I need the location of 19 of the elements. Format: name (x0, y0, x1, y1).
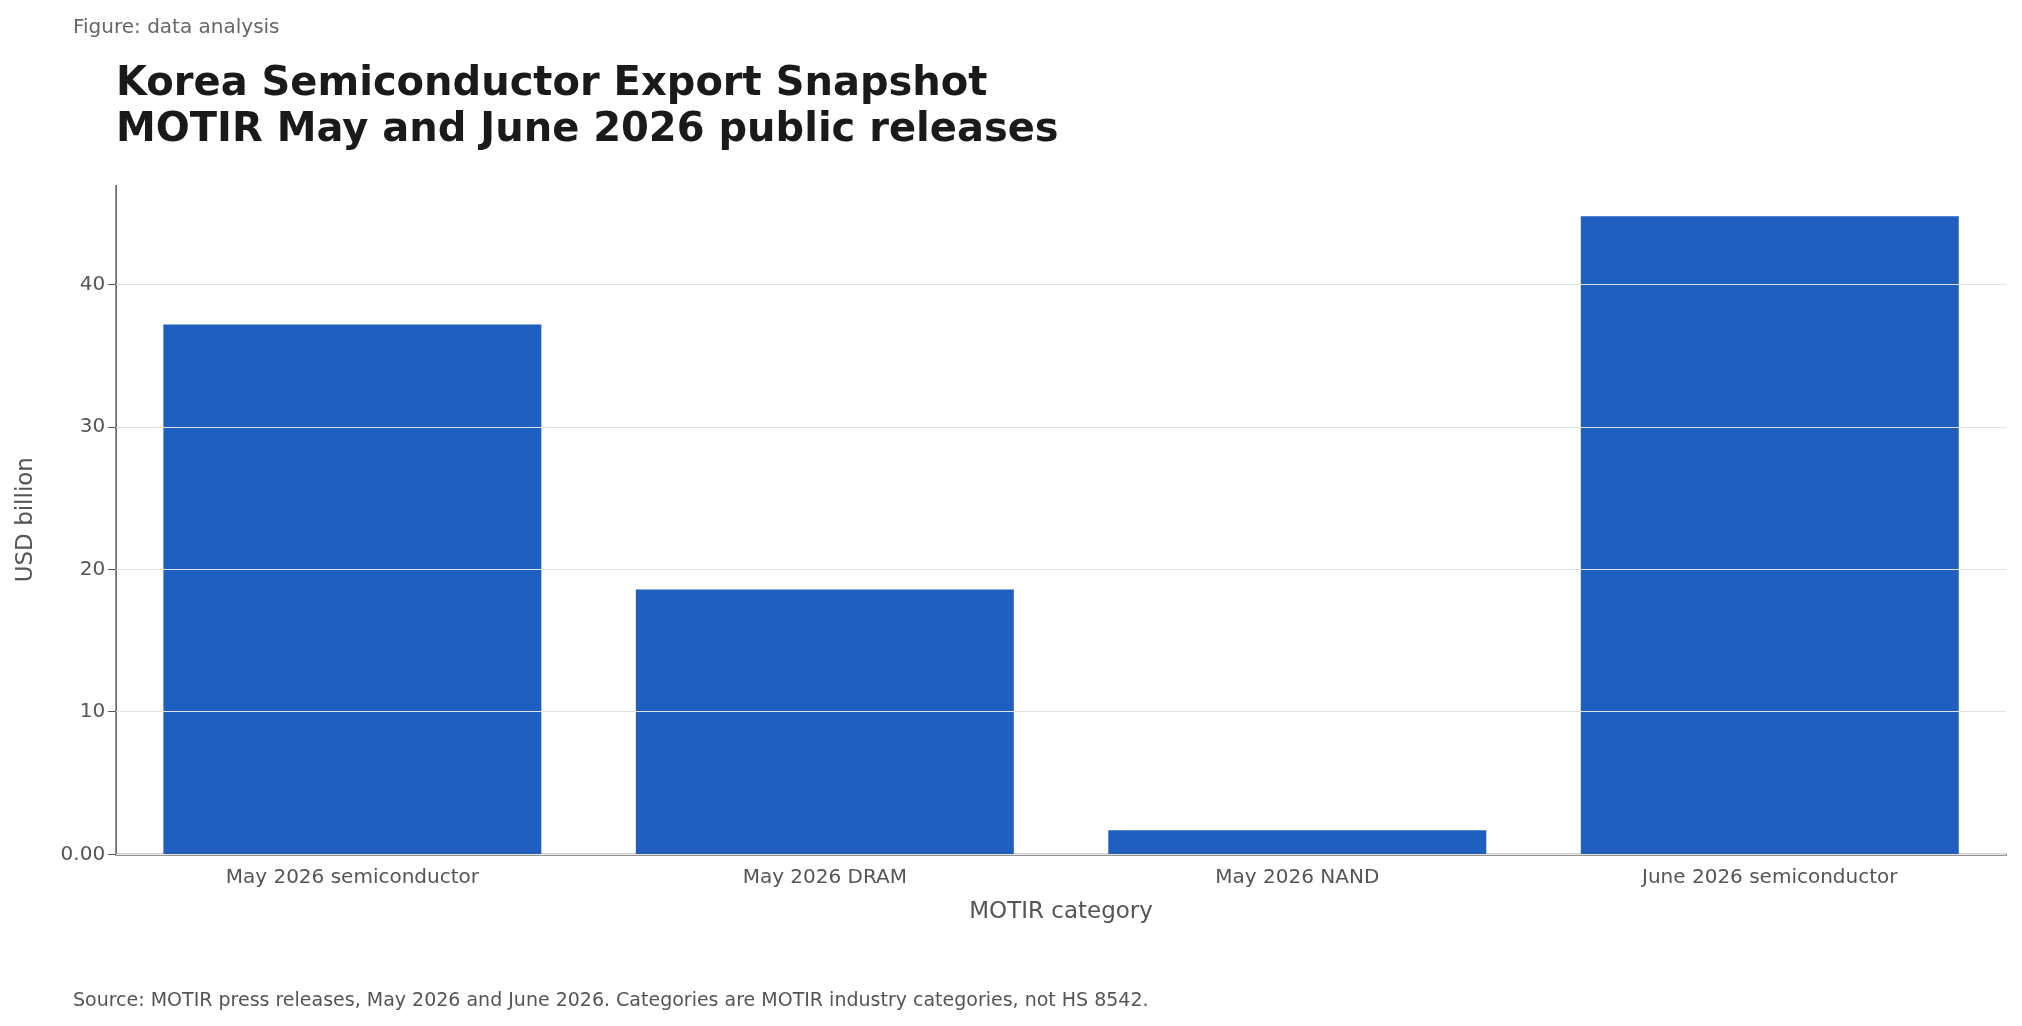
x-tick-label: May 2026 semiconductor (225, 863, 480, 888)
y-tick-label: 10 (79, 698, 106, 723)
x-tick-label: May 2026 NAND (1215, 863, 1380, 888)
chart-subtitle: MOTIR May and June 2026 public releases (116, 104, 1059, 150)
y-tick-label: 40 (79, 270, 106, 295)
bar (163, 324, 542, 854)
text: Figure: data analysis (73, 14, 280, 38)
y-axis-title: USD billion (10, 457, 37, 583)
bar (1580, 216, 1959, 854)
x-tick-label: June 2026 semiconductor (1640, 863, 1899, 888)
chart-title: Korea Semiconductor Export Snapshot (116, 58, 988, 104)
bar (635, 589, 1014, 854)
y-tick-label: 20 (79, 555, 106, 580)
x-axis-title: MOTIR category (969, 897, 1153, 924)
y-tick-label: 0.00 (60, 840, 106, 865)
source-note: Source: MOTIR press releases, May 2026 and June 2026. Categories are MOTIR industry categories, not HS 8542. (73, 988, 1149, 1010)
bar (1108, 830, 1487, 854)
x-tick-label: May 2026 DRAM (742, 863, 908, 888)
y-tick-label: 30 (79, 413, 106, 438)
